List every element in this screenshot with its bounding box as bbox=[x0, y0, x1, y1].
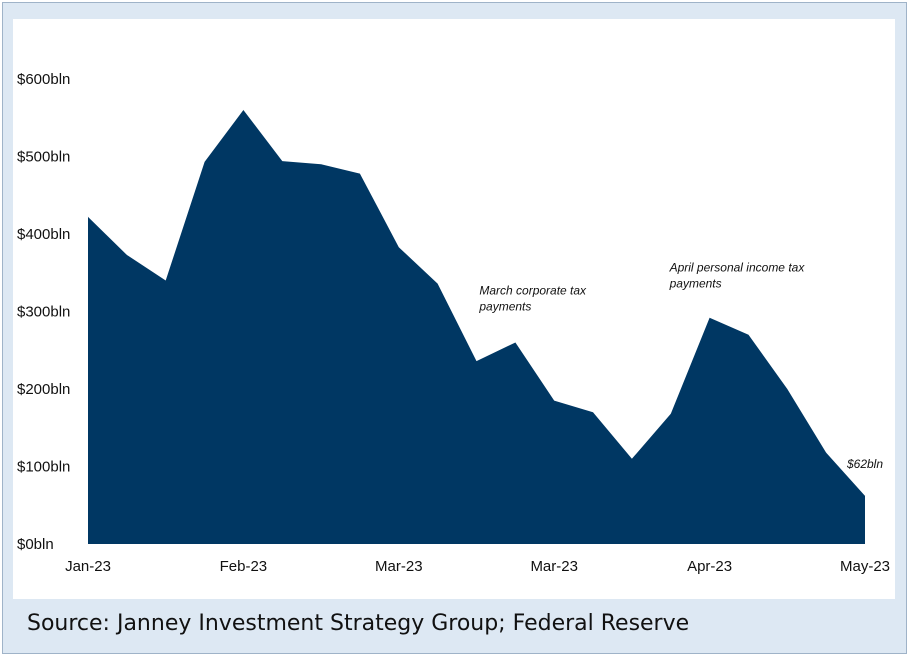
x-tick-label: Mar-23 bbox=[375, 558, 423, 575]
y-tick-label: $400bln bbox=[17, 226, 70, 243]
y-tick-label: $300bln bbox=[17, 304, 70, 321]
annotation-text: payments bbox=[478, 300, 531, 314]
treasury-balance-area-chart: $0bln $100bln $200bln $300bln $400bln $500bln… bbox=[17, 71, 890, 575]
annotation-text: March corporate tax bbox=[479, 284, 587, 298]
y-tick-label: $100bln bbox=[17, 459, 70, 476]
x-tick-label: Jan-23 bbox=[65, 558, 111, 575]
x-tick-label: Mar-23 bbox=[530, 558, 578, 575]
annotation-text: payments bbox=[669, 277, 722, 291]
x-tick-label: Feb-23 bbox=[220, 558, 268, 575]
annotation-text: April personal income tax bbox=[669, 261, 806, 275]
series-area bbox=[88, 110, 865, 544]
chart-plot-area: $0bln $100bln $200bln $300bln $400bln $500bln… bbox=[13, 19, 895, 599]
y-tick-label: $200bln bbox=[17, 381, 70, 398]
y-tick-label: $500bln bbox=[17, 149, 70, 166]
y-tick-label: $600bln bbox=[17, 71, 70, 88]
x-tick-label: May-23 bbox=[840, 558, 890, 575]
source-note: Source: Janney Investment Strategy Group… bbox=[27, 611, 690, 636]
y-tick-label: $0bln bbox=[17, 536, 54, 553]
annotation-text: $62bln bbox=[846, 457, 883, 471]
x-tick-label: Apr-23 bbox=[687, 558, 732, 575]
